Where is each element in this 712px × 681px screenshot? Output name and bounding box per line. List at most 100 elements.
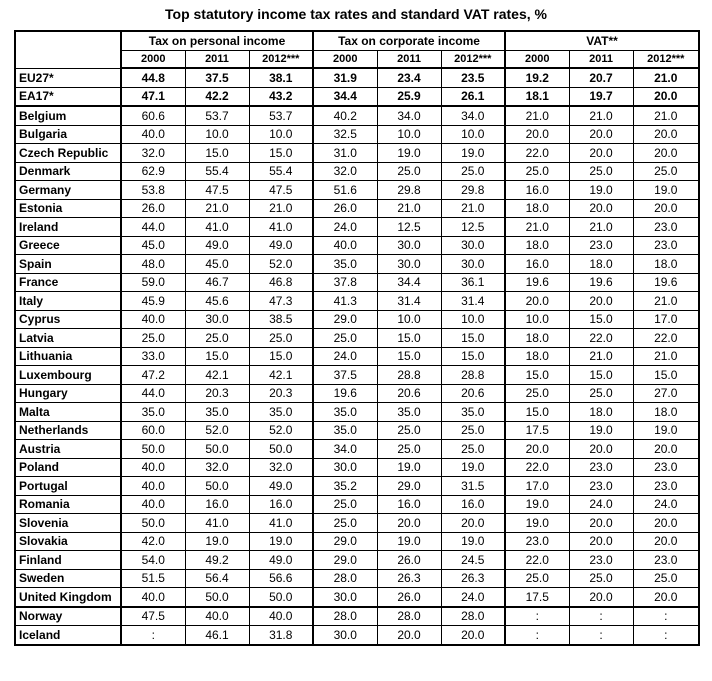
value-cell: 62.9 — [120, 161, 186, 181]
value-cell: 32.0 — [184, 457, 250, 477]
value-cell: 20.0 — [632, 587, 701, 608]
value-cell: 23.0 — [632, 235, 701, 255]
value-cell: 20.0 — [568, 587, 634, 608]
value-cell: 45.0 — [184, 254, 250, 274]
value-cell: : — [504, 606, 570, 626]
value-cell: 20.3 — [184, 383, 250, 403]
value-cell: 31.4 — [376, 291, 442, 311]
value-cell: 38.5 — [248, 309, 314, 329]
value-cell: 25.0 — [312, 513, 378, 533]
year-header: 2011 — [184, 50, 250, 69]
country-cell: Spain — [14, 254, 122, 274]
value-cell: 51.5 — [120, 568, 186, 588]
country-cell: Greece — [14, 235, 122, 255]
country-cell: Austria — [14, 439, 122, 459]
value-cell: 40.0 — [184, 606, 250, 626]
table-row: Sweden 51.5 56.4 56.6 28.0 26.3 26.3 25.0 25.0 25… — [14, 568, 701, 588]
value-cell: 32.0 — [312, 161, 378, 181]
country-cell: Sweden — [14, 568, 122, 588]
value-cell: 15.0 — [248, 143, 314, 163]
value-cell: 26.0 — [376, 550, 442, 570]
value-cell: 19.0 — [632, 420, 701, 440]
country-cell: Czech Republic — [14, 143, 122, 163]
value-cell: 43.2 — [248, 86, 314, 107]
country-cell: Hungary — [14, 383, 122, 403]
value-cell: 32.0 — [248, 457, 314, 477]
table-row: Malta 35.0 35.0 35.0 35.0 35.0 35.0 15.0 18.0 18.… — [14, 402, 701, 422]
value-cell: 30.0 — [376, 235, 442, 255]
value-cell: 18.0 — [504, 346, 570, 366]
value-cell: 15.0 — [568, 309, 634, 329]
country-cell: Estonia — [14, 198, 122, 218]
value-cell: 40.0 — [120, 476, 186, 496]
value-cell: : — [120, 625, 186, 646]
value-cell: 23.0 — [632, 457, 701, 477]
value-cell: 25.0 — [504, 383, 570, 403]
value-cell: 20.0 — [568, 531, 634, 551]
value-cell: 37.8 — [312, 272, 378, 292]
value-cell: 47.5 — [184, 180, 250, 200]
value-cell: 29.0 — [312, 309, 378, 329]
value-cell: 29.0 — [312, 531, 378, 551]
value-cell: 33.0 — [120, 346, 186, 366]
table-row: United Kingdom 40.0 50.0 50.0 30.0 26.0 24.0 17… — [14, 587, 701, 608]
value-cell: 23.5 — [440, 67, 506, 88]
value-cell: 18.1 — [504, 86, 570, 107]
value-cell: 36.1 — [440, 272, 506, 292]
value-cell: 46.7 — [184, 272, 250, 292]
value-cell: 25.0 — [248, 328, 314, 348]
group-header-vat: VAT** — [504, 30, 701, 51]
value-cell: 42.0 — [120, 531, 186, 551]
value-cell: 49.2 — [184, 550, 250, 570]
value-cell: 20.0 — [376, 625, 442, 646]
country-cell: Iceland — [14, 625, 122, 646]
value-cell: 53.7 — [248, 105, 314, 126]
value-cell: 17.5 — [504, 587, 570, 608]
value-cell: 19.6 — [312, 383, 378, 403]
value-cell: 15.0 — [184, 143, 250, 163]
value-cell: 23.0 — [568, 550, 634, 570]
value-cell: 23.4 — [376, 67, 442, 88]
value-cell: 51.6 — [312, 180, 378, 200]
value-cell: 25.0 — [440, 420, 506, 440]
value-cell: 25.0 — [312, 494, 378, 514]
value-cell: 55.4 — [184, 161, 250, 181]
value-cell: 10.0 — [504, 309, 570, 329]
value-cell: 18.0 — [568, 254, 634, 274]
value-cell: 20.0 — [632, 124, 701, 144]
table-row: Belgium 60.6 53.7 53.7 40.2 34.0 34.0 21.0 21.0 2… — [14, 105, 701, 126]
value-cell: 31.4 — [440, 291, 506, 311]
value-cell: 21.0 — [568, 346, 634, 366]
country-cell: Malta — [14, 402, 122, 422]
value-cell: 40.0 — [120, 494, 186, 514]
value-cell: 44.0 — [120, 383, 186, 403]
value-cell: 50.0 — [120, 439, 186, 459]
country-cell: Portugal — [14, 476, 122, 496]
value-cell: 46.8 — [248, 272, 314, 292]
value-cell: 25.0 — [632, 161, 701, 181]
value-cell: 23.0 — [504, 531, 570, 551]
value-cell: 35.0 — [440, 402, 506, 422]
value-cell: : — [568, 625, 634, 646]
value-cell: 21.0 — [632, 105, 701, 126]
value-cell: 21.0 — [632, 291, 701, 311]
value-cell: 35.0 — [248, 402, 314, 422]
value-cell: 34.4 — [312, 86, 378, 107]
value-cell: 55.4 — [248, 161, 314, 181]
value-cell: 44.8 — [120, 67, 186, 88]
value-cell: 21.0 — [568, 105, 634, 126]
value-cell: 21.0 — [632, 346, 701, 366]
value-cell: 30.0 — [184, 309, 250, 329]
value-cell: 45.9 — [120, 291, 186, 311]
group-header-corporate: Tax on corporate income — [312, 30, 506, 51]
table-row: Spain 48.0 45.0 52.0 35.0 30.0 30.0 16.0 18.0 18.… — [14, 254, 701, 274]
value-cell: 22.0 — [632, 328, 701, 348]
country-cell: Netherlands — [14, 420, 122, 440]
value-cell: 49.0 — [248, 235, 314, 255]
value-cell: 30.0 — [312, 625, 378, 646]
value-cell: 23.0 — [632, 476, 701, 496]
value-cell: 47.5 — [248, 180, 314, 200]
value-cell: 28.0 — [376, 606, 442, 626]
year-header: 2012*** — [248, 50, 314, 69]
value-cell: 47.5 — [120, 606, 186, 626]
